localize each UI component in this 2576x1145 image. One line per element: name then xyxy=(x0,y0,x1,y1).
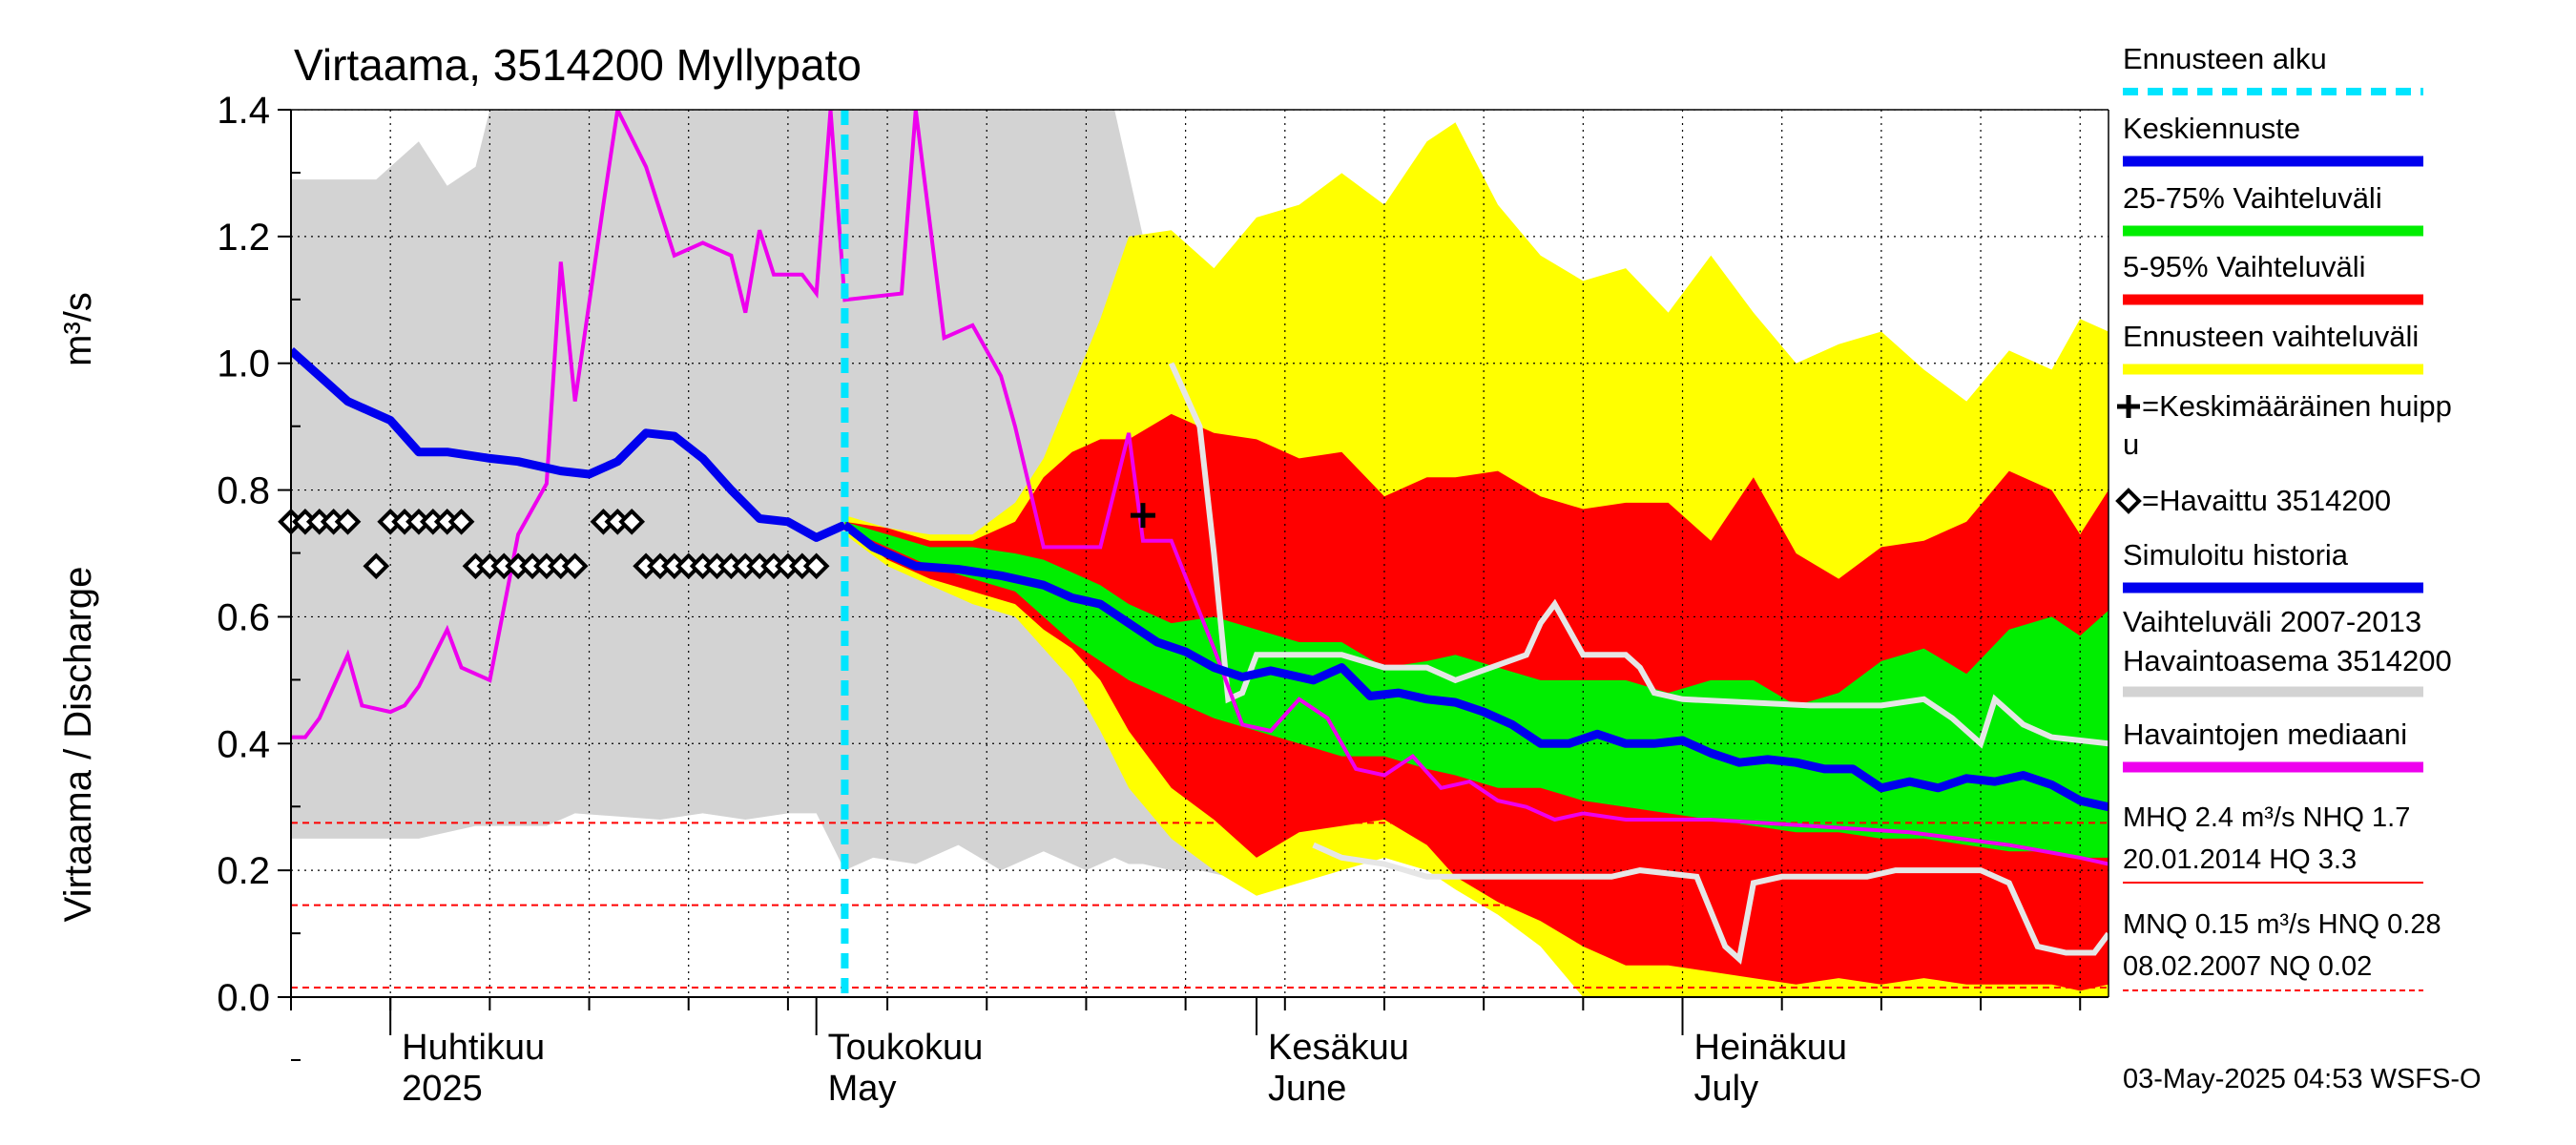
legend-plus-icon xyxy=(2117,395,2140,418)
median-forecast-line xyxy=(841,521,2109,812)
observed-point xyxy=(363,552,390,580)
stats-line-4: 08.02.2007 NQ 0.02 xyxy=(2123,951,2372,982)
legend-item: 25-75% Vaihteluväli xyxy=(2123,181,2423,237)
observed-point xyxy=(334,508,362,535)
legend-label: 5-95% Vaihteluväli xyxy=(2123,250,2365,283)
stats-line-1: MHQ 2.4 m³/s NHQ 1.7 xyxy=(2123,802,2410,833)
legend-diamond-icon xyxy=(2115,488,2142,514)
legend-item: Vaihteluväli 2007-2013 Havaintoasema 351… xyxy=(2123,605,2452,697)
y-tick-label: 0.2 xyxy=(217,850,270,892)
observed-point xyxy=(447,508,475,535)
y-tick-label: 0.8 xyxy=(217,470,270,512)
legend-item: Simuloitu historia xyxy=(2123,538,2423,593)
history-series-low-line xyxy=(1312,842,2109,965)
history-range-band xyxy=(291,110,1271,890)
legend-label: =Keskimääräinen huipp xyxy=(2142,389,2452,423)
band-25-75 xyxy=(844,521,2109,858)
x-month-label-en: July xyxy=(1694,1069,1759,1109)
y-tick-label: 1.4 xyxy=(217,90,270,132)
legend-item: =Havaittu 3514200 xyxy=(2115,484,2391,517)
x-month-label-en: June xyxy=(1268,1069,1346,1109)
legend-label: =Havaittu 3514200 xyxy=(2142,484,2391,517)
series-layer xyxy=(291,110,2109,997)
observed-point xyxy=(802,552,830,580)
observed-median-line xyxy=(291,110,2109,866)
legend-label: Havaintojen mediaani xyxy=(2123,718,2407,751)
y-tick-label: 0.6 xyxy=(217,596,270,638)
legend-label: 25-75% Vaihteluväli xyxy=(2123,181,2382,215)
statistics-block: MHQ 2.4 m³/s NHQ 1.7 20.01.2014 HQ 3.3 M… xyxy=(2123,802,2441,991)
y-axis-unit: m³/s xyxy=(57,292,99,366)
y-tick-label: 1.2 xyxy=(217,217,270,259)
footer-timestamp: 03-May-2025 04:53 WSFS-O xyxy=(2123,1064,2482,1094)
observed-point xyxy=(618,508,646,535)
y-tick-label: 0.4 xyxy=(217,723,270,765)
legend-item: Havaintojen mediaani xyxy=(2123,718,2423,773)
x-month-label-fi: Kesäkuu xyxy=(1268,1028,1409,1068)
legend-item: Ennusteen vaihteluväli xyxy=(2123,320,2423,375)
legend-label: Vaihteluväli 2007-2013 xyxy=(2123,605,2421,638)
x-month-label-fi: Huhtikuu xyxy=(402,1028,545,1068)
marker-layer xyxy=(278,503,1155,580)
x-month-label-fi: Toukokuu xyxy=(828,1028,984,1068)
legend: Ennusteen alku Keskiennuste 25-75% Vaihtel… xyxy=(2115,42,2452,773)
legend-label-2: Havaintoasema 3514200 xyxy=(2123,644,2452,677)
legend-item: Ennusteen alku xyxy=(2123,42,2423,95)
x-month-label-fi: Heinäkuu xyxy=(1694,1028,1848,1068)
mean-peak-marker xyxy=(1130,503,1155,529)
legend-label: Ennusteen vaihteluväli xyxy=(2123,320,2419,353)
legend-label: Simuloitu historia xyxy=(2123,538,2349,572)
legend-item: Keskiennuste xyxy=(2123,112,2423,167)
chart-title: Virtaama, 3514200 Myllypato xyxy=(294,40,862,90)
y-axis-title: Virtaama / Discharge xyxy=(57,567,99,923)
stats-line-2: 20.01.2014 HQ 3.3 xyxy=(2123,844,2357,875)
y-tick-label: 1.0 xyxy=(217,344,270,385)
stats-line-3: MNQ 0.15 m³/s HNQ 0.28 xyxy=(2123,909,2441,940)
observed-point xyxy=(561,552,589,580)
y-tick-label: 0.0 xyxy=(217,977,270,1019)
legend-label: Keskiennuste xyxy=(2123,112,2300,145)
legend-label-2: u xyxy=(2123,427,2139,461)
band-layer xyxy=(291,110,2109,997)
legend-item: 5-95% Vaihteluväli xyxy=(2123,250,2423,305)
x-month-label-en: 2025 xyxy=(402,1069,483,1109)
simulated-history-line xyxy=(291,347,847,542)
x-month-label-en: May xyxy=(828,1069,897,1109)
legend-label: Ennusteen alku xyxy=(2123,42,2327,75)
